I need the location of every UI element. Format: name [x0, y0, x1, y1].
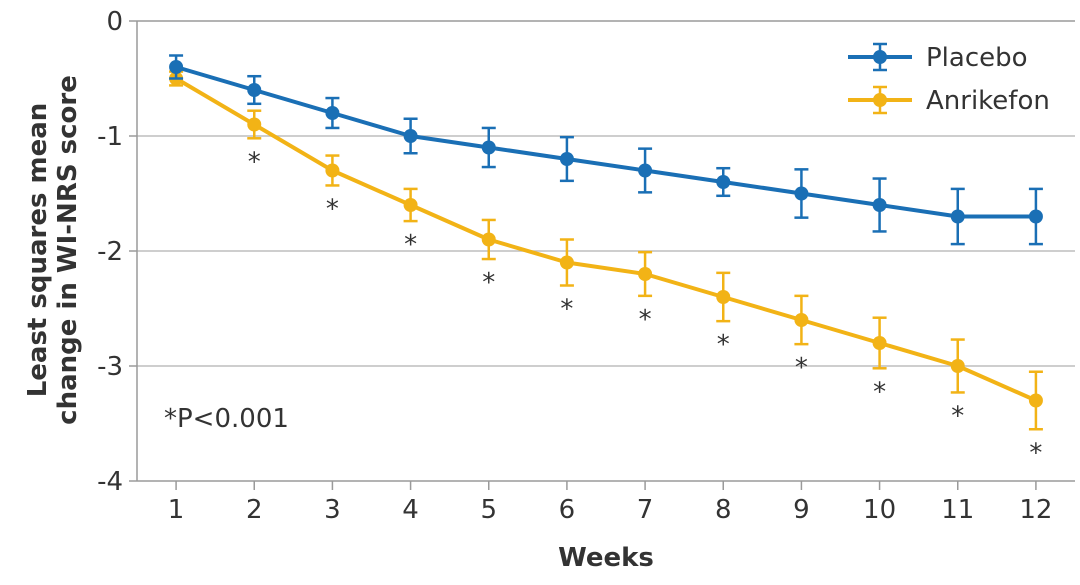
data-point: [481, 140, 496, 155]
data-point: [1028, 393, 1043, 408]
y-tick-label: -2: [97, 237, 123, 267]
legend-marker: [873, 93, 887, 107]
x-tick-label: 4: [402, 495, 419, 525]
legend-label: Placebo: [926, 43, 1028, 73]
series-line: [175, 65, 1036, 219]
data-point: [638, 163, 653, 178]
series-line: [175, 76, 1037, 403]
legend: Placebo Anrikefon: [848, 42, 1050, 116]
significance-star: *: [639, 305, 652, 335]
significance-star: *: [326, 194, 339, 224]
x-axis-title: Weeks: [558, 543, 654, 573]
series-placebo: [169, 54, 1043, 246]
y-tick-label: -1: [97, 122, 123, 152]
y-axis-title: Least squares mean change in WI-NRS scor…: [23, 75, 83, 425]
y-tick-labels: 0 -1 -2 -3 -4: [97, 7, 123, 497]
data-point: [559, 255, 574, 270]
significance-annotation: *P<0.001: [164, 404, 289, 434]
legend-marker: [873, 50, 887, 64]
y-axis-title-line-2: change in WI-NRS score: [53, 75, 83, 425]
x-tick-label: 10: [863, 495, 896, 525]
legend-item-anrikefon: Anrikefon: [848, 85, 1050, 116]
y-tick-label: -3: [97, 352, 123, 382]
x-tick-label: 3: [324, 495, 341, 525]
data-point: [247, 83, 262, 97]
y-tick-label: 0: [106, 7, 123, 37]
x-tick-label: 2: [246, 495, 263, 525]
x-tick-labels: 1 2 3 4 5 6 7 8 9 10 11 12: [168, 495, 1053, 525]
y-axis-title-line-1: Least squares mean: [23, 103, 53, 398]
x-tick-label: 12: [1019, 495, 1052, 525]
data-point: [638, 267, 653, 281]
data-point: [247, 117, 262, 132]
data-point: [950, 359, 965, 373]
x-tick-label: 8: [715, 495, 732, 525]
data-point: [325, 163, 340, 178]
significance-star: *: [795, 353, 808, 383]
series-layer: [169, 54, 1043, 431]
y-tick-label: -4: [97, 467, 123, 497]
significance-markers: * * * * * * * * * * *: [248, 147, 1043, 468]
x-tick-label: 5: [480, 495, 497, 525]
data-point: [794, 313, 809, 327]
significance-star: *: [717, 330, 730, 360]
data-point: [403, 198, 418, 212]
significance-star: *: [248, 147, 261, 177]
significance-star: *: [560, 295, 573, 325]
data-point: [1028, 209, 1043, 224]
data-point: [716, 290, 731, 304]
significance-star: *: [951, 401, 964, 431]
data-point: [481, 232, 496, 247]
significance-star: *: [1029, 438, 1042, 468]
axes: [129, 20, 1075, 490]
data-point: [169, 60, 184, 74]
legend-item-placebo: Placebo: [848, 42, 1028, 73]
x-tick-label: 7: [637, 495, 654, 525]
data-point: [794, 186, 809, 201]
data-point: [403, 129, 418, 143]
data-point: [716, 175, 731, 189]
significance-star: *: [404, 230, 417, 260]
significance-star: *: [482, 268, 495, 298]
legend-label: Anrikefon: [926, 86, 1050, 116]
series-anrikefon: [169, 70, 1043, 431]
x-tick-label: 1: [168, 495, 185, 525]
x-tick-label: 6: [559, 495, 576, 525]
data-point: [325, 106, 340, 120]
x-tick-label: 11: [941, 495, 974, 525]
significance-star: *: [873, 377, 886, 407]
data-point: [872, 336, 887, 350]
data-point: [872, 198, 887, 212]
data-point: [950, 209, 965, 224]
grid-lines: [137, 135, 1075, 367]
x-tick-label: 9: [793, 495, 810, 525]
data-point: [559, 152, 574, 166]
